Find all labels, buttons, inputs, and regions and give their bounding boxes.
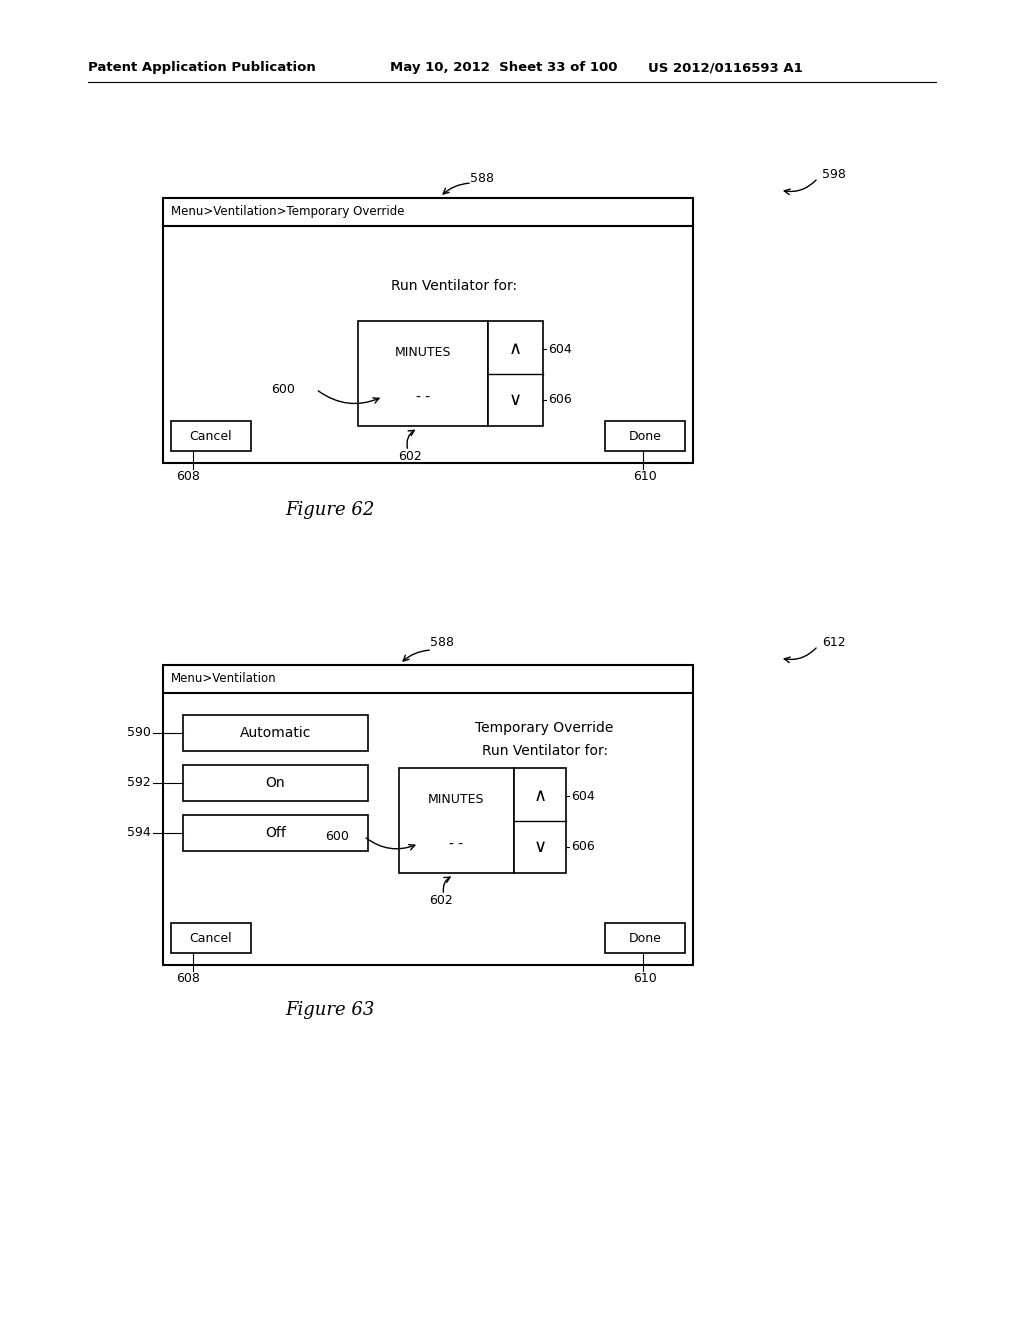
- Text: 610: 610: [633, 972, 656, 985]
- Bar: [163, 198, 693, 463]
- Text: - -: - -: [416, 389, 430, 404]
- Text: 590: 590: [127, 726, 151, 739]
- Text: Run Ventilator for:: Run Ventilator for:: [481, 744, 607, 758]
- Text: Automatic: Automatic: [240, 726, 311, 741]
- Text: 608: 608: [176, 972, 200, 985]
- Text: 602: 602: [429, 895, 453, 908]
- Text: Run Ventilator for:: Run Ventilator for:: [391, 279, 517, 293]
- Text: Temporary Override: Temporary Override: [475, 721, 613, 735]
- Text: 592: 592: [127, 776, 151, 789]
- Text: 588: 588: [430, 636, 454, 649]
- Text: ∧: ∧: [509, 341, 522, 358]
- Text: Done: Done: [629, 932, 662, 945]
- Text: - -: - -: [450, 837, 464, 850]
- Text: 608: 608: [176, 470, 200, 483]
- Text: 604: 604: [548, 343, 571, 356]
- Text: 606: 606: [570, 841, 595, 853]
- Text: 598: 598: [822, 169, 846, 181]
- Text: Patent Application Publication: Patent Application Publication: [88, 62, 315, 74]
- Bar: [488, 321, 543, 426]
- Bar: [399, 768, 514, 873]
- Text: 604: 604: [570, 789, 595, 803]
- Text: Cancel: Cancel: [189, 932, 232, 945]
- Text: 594: 594: [127, 826, 151, 840]
- Bar: [605, 923, 685, 953]
- Text: 600: 600: [271, 383, 295, 396]
- Text: 588: 588: [470, 172, 494, 185]
- Text: Menu>Ventilation: Menu>Ventilation: [171, 672, 276, 685]
- Bar: [171, 421, 251, 451]
- Bar: [183, 766, 368, 801]
- Text: Figure 63: Figure 63: [286, 1001, 375, 1019]
- Text: May 10, 2012  Sheet 33 of 100: May 10, 2012 Sheet 33 of 100: [390, 62, 617, 74]
- Bar: [605, 421, 685, 451]
- Text: Figure 62: Figure 62: [286, 502, 375, 519]
- Text: Cancel: Cancel: [189, 429, 232, 442]
- Text: MINUTES: MINUTES: [428, 793, 484, 807]
- Text: 602: 602: [398, 450, 422, 462]
- Text: US 2012/0116593 A1: US 2012/0116593 A1: [648, 62, 803, 74]
- Text: Done: Done: [629, 429, 662, 442]
- Bar: [358, 321, 488, 426]
- Text: 606: 606: [548, 393, 571, 407]
- Text: MINUTES: MINUTES: [394, 346, 452, 359]
- Text: On: On: [265, 776, 286, 789]
- Text: 612: 612: [822, 635, 846, 648]
- Text: 610: 610: [633, 470, 656, 483]
- Text: ∧: ∧: [534, 787, 547, 805]
- Text: ∨: ∨: [534, 838, 547, 855]
- Text: 600: 600: [325, 830, 349, 842]
- Text: Menu>Ventilation>Temporary Override: Menu>Ventilation>Temporary Override: [171, 206, 404, 219]
- Text: ∨: ∨: [509, 391, 522, 409]
- Bar: [171, 923, 251, 953]
- Bar: [163, 665, 693, 965]
- Bar: [183, 715, 368, 751]
- Bar: [514, 768, 566, 873]
- Bar: [183, 814, 368, 851]
- Text: Off: Off: [265, 826, 286, 840]
